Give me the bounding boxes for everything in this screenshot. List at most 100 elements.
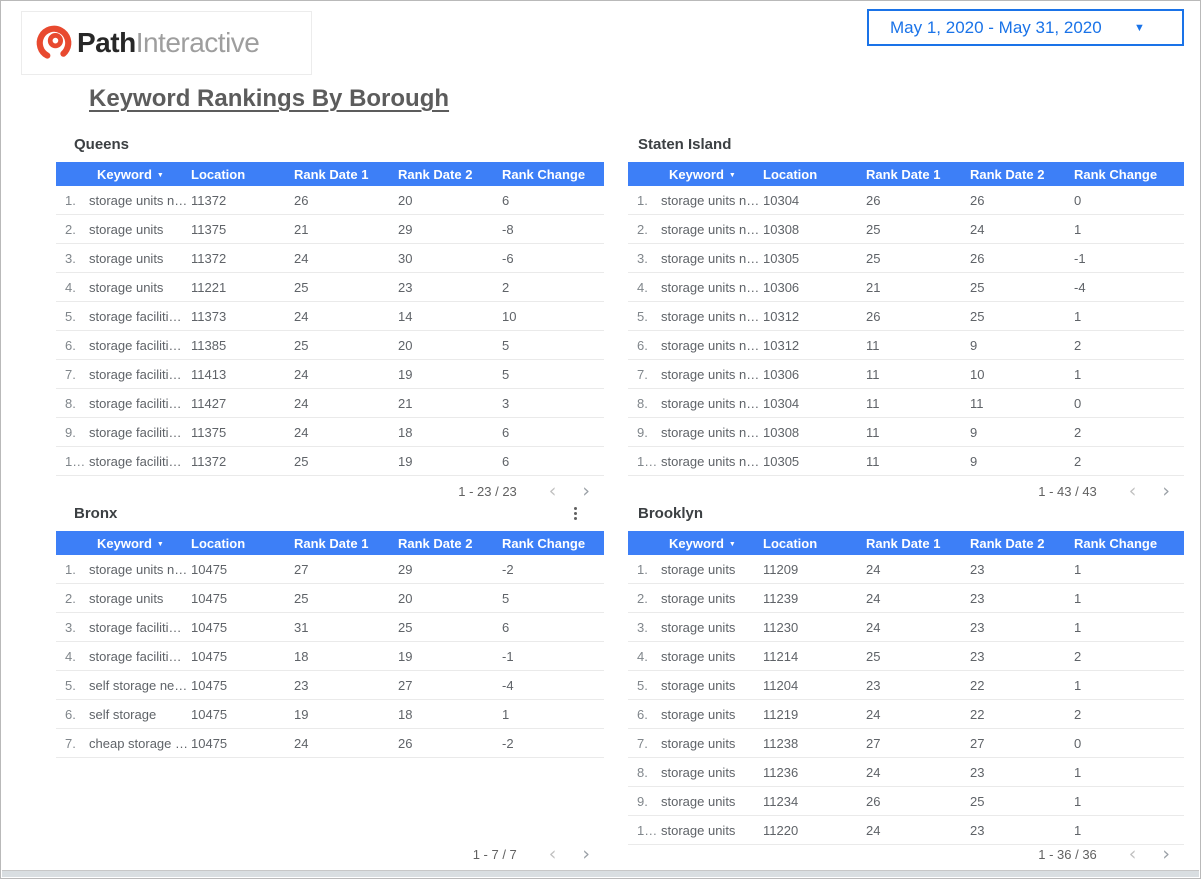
cell-rank-date-1: 27 xyxy=(294,561,309,577)
table-row: 5. storage units 11204 23 22 1 xyxy=(628,671,1184,700)
cell-rank-change: -2 xyxy=(502,735,514,751)
cell-rank-date-1: 24 xyxy=(294,395,309,411)
table-header: Keyword ▼ Location Rank Date 1 Rank Date … xyxy=(56,162,604,186)
cell-rank-change: 2 xyxy=(502,279,510,295)
cell-rank-date-2: 9 xyxy=(970,453,978,469)
next-page-icon[interactable]: › xyxy=(1162,842,1170,865)
row-number: 1. xyxy=(637,192,648,208)
cell-keyword: storage units xyxy=(89,590,164,606)
cell-rank-date-2: 29 xyxy=(398,561,413,577)
more-options-icon[interactable] xyxy=(568,503,582,523)
cell-keyword: cheap storage … xyxy=(89,735,189,751)
date-range-picker[interactable]: May 1, 2020 - May 31, 2020 ▼ xyxy=(867,9,1184,46)
row-number: 1… xyxy=(65,453,86,469)
table-row: 1… storage faciliti… 11372 25 19 6 xyxy=(56,447,604,476)
column-header-rank-date-1[interactable]: Rank Date 1 xyxy=(294,166,369,182)
cell-rank-date-1: 24 xyxy=(866,590,881,606)
table-row: 3. storage units 11230 24 23 1 xyxy=(628,613,1184,642)
sort-caret-icon: ▼ xyxy=(156,540,164,548)
table-row: 8. storage faciliti… 11427 24 21 3 xyxy=(56,389,604,418)
table-row: 5. storage units n… 10312 26 25 1 xyxy=(628,302,1184,331)
column-header-rank-date-1[interactable]: Rank Date 1 xyxy=(866,535,941,551)
row-number: 4. xyxy=(637,648,648,664)
table-row: 5. self storage ne… 10475 23 27 -4 xyxy=(56,671,604,700)
column-header-rank-date-2[interactable]: Rank Date 2 xyxy=(398,166,473,182)
cell-keyword: storage faciliti… xyxy=(89,424,182,440)
next-page-icon[interactable]: › xyxy=(582,842,590,865)
prev-page-icon[interactable]: ‹ xyxy=(1128,842,1137,865)
cell-location: 11413 xyxy=(191,366,227,382)
column-header-location[interactable]: Location xyxy=(191,166,246,182)
table-row: 9. storage units 11234 26 25 1 xyxy=(628,787,1184,816)
column-header-rank-change[interactable]: Rank Change xyxy=(1074,535,1158,551)
cell-rank-date-1: 26 xyxy=(866,308,881,324)
column-header-rank-date-1[interactable]: Rank Date 1 xyxy=(294,535,369,551)
row-number: 5. xyxy=(637,308,648,324)
cell-location: 11209 xyxy=(763,561,799,577)
cell-location: 10475 xyxy=(191,619,228,635)
cell-rank-change: 2 xyxy=(1074,706,1082,722)
cell-rank-date-2: 23 xyxy=(970,648,985,664)
cell-rank-change: 1 xyxy=(1074,764,1082,780)
cell-rank-change: 1 xyxy=(1074,822,1082,838)
column-header-rank-date-2[interactable]: Rank Date 2 xyxy=(970,535,1045,551)
cell-rank-date-2: 19 xyxy=(398,648,413,664)
cell-rank-date-2: 23 xyxy=(970,561,985,577)
prev-page-icon[interactable]: ‹ xyxy=(548,842,557,865)
cell-rank-date-1: 25 xyxy=(294,590,309,606)
column-header-keyword[interactable]: Keyword ▼ xyxy=(669,166,736,182)
cell-rank-date-2: 26 xyxy=(970,250,985,266)
prev-page-icon[interactable]: ‹ xyxy=(548,479,557,502)
cell-rank-change: 5 xyxy=(502,366,510,382)
column-header-keyword[interactable]: Keyword ▼ xyxy=(97,166,164,182)
table-staten-island: Staten Island Keyword ▼ Location Rank Dat… xyxy=(628,132,1184,506)
pagination-label: 1 - 36 / 36 xyxy=(1038,846,1097,862)
cell-keyword: storage faciliti… xyxy=(89,337,182,353)
cell-rank-date-2: 22 xyxy=(970,706,985,722)
cell-location: 10305 xyxy=(763,453,800,469)
column-header-rank-date-1[interactable]: Rank Date 1 xyxy=(866,166,941,182)
cell-rank-date-1: 31 xyxy=(294,619,309,635)
row-number: 5. xyxy=(65,677,76,693)
column-header-rank-change[interactable]: Rank Change xyxy=(1074,166,1158,182)
column-header-rank-date-2[interactable]: Rank Date 2 xyxy=(970,166,1045,182)
prev-page-icon[interactable]: ‹ xyxy=(1128,479,1137,502)
table-header: Keyword ▼ Location Rank Date 1 Rank Date … xyxy=(628,531,1184,555)
cell-rank-date-2: 11 xyxy=(970,395,984,411)
cell-location: 10304 xyxy=(763,192,800,208)
row-number: 6. xyxy=(637,337,648,353)
cell-keyword: storage units xyxy=(89,221,164,237)
column-header-rank-change[interactable]: Rank Change xyxy=(502,535,586,551)
column-header-location[interactable]: Location xyxy=(763,166,818,182)
column-header-rank-date-2[interactable]: Rank Date 2 xyxy=(398,535,473,551)
table-row: 3. storage units n… 10305 25 26 -1 xyxy=(628,244,1184,273)
pagination-label: 1 - 43 / 43 xyxy=(1038,483,1097,499)
cell-rank-date-2: 25 xyxy=(970,793,985,809)
next-page-icon[interactable]: › xyxy=(1162,479,1170,502)
row-number: 2. xyxy=(65,590,76,606)
column-header-location[interactable]: Location xyxy=(191,535,246,551)
cell-rank-change: -1 xyxy=(1074,250,1086,266)
cell-rank-change: 1 xyxy=(1074,308,1082,324)
column-header-location[interactable]: Location xyxy=(763,535,818,551)
cell-keyword: storage units n… xyxy=(661,308,760,324)
cell-location: 11427 xyxy=(191,395,227,411)
cell-rank-change: 5 xyxy=(502,337,510,353)
next-page-icon[interactable]: › xyxy=(582,479,590,502)
cell-rank-date-2: 23 xyxy=(970,764,985,780)
cell-location: 10312 xyxy=(763,337,800,353)
table-body: 1. storage units n… 10475 27 29 -2 2. st… xyxy=(56,555,604,758)
cell-rank-date-2: 29 xyxy=(398,221,413,237)
column-header-keyword[interactable]: Keyword ▼ xyxy=(97,535,164,551)
cell-rank-change: -8 xyxy=(502,221,514,237)
cell-rank-date-1: 24 xyxy=(294,308,309,324)
cell-location: 10475 xyxy=(191,561,228,577)
column-header-keyword[interactable]: Keyword ▼ xyxy=(669,535,736,551)
cell-keyword: storage faciliti… xyxy=(89,648,182,664)
row-number: 1… xyxy=(637,822,658,838)
table-row: 1. storage units 11209 24 23 1 xyxy=(628,555,1184,584)
cell-rank-date-2: 18 xyxy=(398,424,413,440)
table-row: 4. storage units 11214 25 23 2 xyxy=(628,642,1184,671)
column-header-rank-change[interactable]: Rank Change xyxy=(502,166,586,182)
cell-keyword: storage units xyxy=(89,250,164,266)
